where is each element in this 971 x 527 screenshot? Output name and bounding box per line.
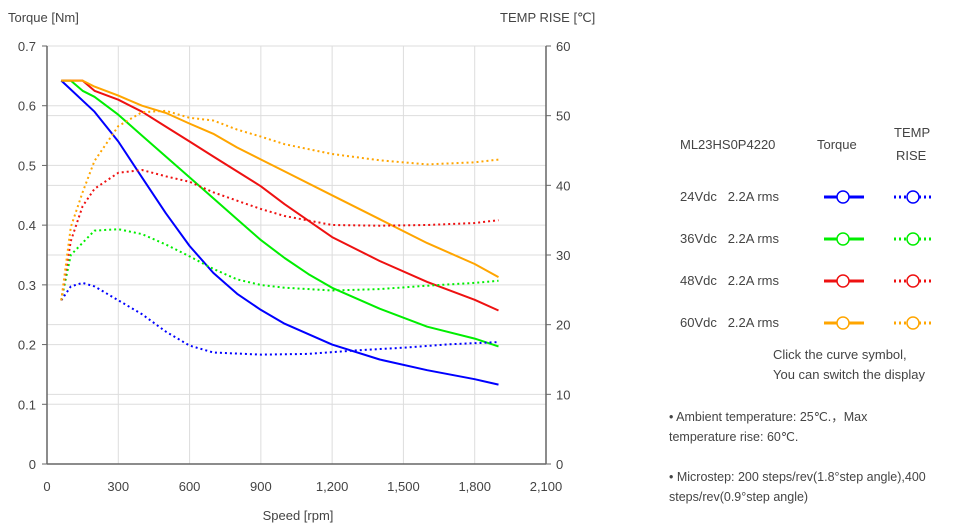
x-tick-label: 2,100 bbox=[530, 479, 563, 494]
legend-symbol-torque[interactable] bbox=[823, 229, 865, 254]
series-line-60vdc-temp-rise bbox=[60, 109, 499, 301]
legend-symbol-temp[interactable] bbox=[893, 271, 935, 296]
y2-tick-label: 0 bbox=[556, 457, 563, 472]
y-tick-label: 0.1 bbox=[18, 397, 36, 412]
y-tick-label: 0.5 bbox=[18, 158, 36, 173]
y-tick-label: 0.3 bbox=[18, 278, 36, 293]
legend-symbol-temp[interactable] bbox=[893, 187, 935, 212]
y2-tick-label: 50 bbox=[556, 109, 570, 124]
x-tick-label: 600 bbox=[179, 479, 201, 494]
series-line-24vdc-torque bbox=[60, 79, 499, 386]
y2-tick-label: 60 bbox=[556, 39, 570, 54]
legend-symbol-temp[interactable] bbox=[893, 229, 935, 254]
y2-axis-label: TEMP RISE [℃] bbox=[500, 10, 595, 25]
y2-tick-label: 30 bbox=[556, 248, 570, 263]
legend-model: ML23HS0P4220 bbox=[680, 137, 776, 152]
y2-tick-label: 40 bbox=[556, 178, 570, 193]
series-line-36vdc-temp-rise bbox=[60, 228, 499, 301]
series-line-36vdc-torque bbox=[61, 79, 499, 348]
y-tick-label: 0.7 bbox=[18, 39, 36, 54]
y-tick-label: 0.2 bbox=[18, 338, 36, 353]
legend-col-torque: Torque bbox=[817, 137, 857, 152]
x-tick-label: 0 bbox=[43, 479, 50, 494]
legend-symbol-torque[interactable] bbox=[823, 187, 865, 212]
y-tick-label: 0.6 bbox=[18, 99, 36, 114]
legend-row-label: 36Vdc 2.2A rms bbox=[680, 231, 779, 246]
legend-symbol-torque[interactable] bbox=[823, 313, 865, 338]
series-line-60vdc-torque bbox=[61, 79, 499, 278]
legend-col-rise: RISE bbox=[896, 148, 927, 163]
y2-tick-label: 20 bbox=[556, 318, 570, 333]
note-ambient: • Ambient temperature: 25℃.，Max temperat… bbox=[669, 410, 868, 444]
legend-symbol-torque[interactable] bbox=[823, 271, 865, 296]
x-tick-label: 1,800 bbox=[458, 479, 491, 494]
x-axis-label: Speed [rpm] bbox=[263, 508, 334, 523]
series-line-48vdc-torque bbox=[61, 79, 499, 312]
y2-tick-label: 10 bbox=[556, 387, 570, 402]
x-tick-label: 300 bbox=[107, 479, 129, 494]
x-tick-label: 1,500 bbox=[387, 479, 420, 494]
series-line-24vdc-temp-rise bbox=[60, 281, 499, 356]
legend-row-label: 48Vdc 2.2A rms bbox=[680, 273, 779, 288]
legend-symbol-temp[interactable] bbox=[893, 313, 935, 338]
y-tick-label: 0 bbox=[29, 457, 36, 472]
legend-hint-1: Click the curve symbol, bbox=[773, 347, 907, 362]
x-tick-label: 900 bbox=[250, 479, 272, 494]
legend-hint-2: You can switch the display bbox=[773, 367, 926, 382]
legend-row-label: 60Vdc 2.2A rms bbox=[680, 315, 779, 330]
x-tick-label: 1,200 bbox=[316, 479, 349, 494]
y-tick-label: 0.4 bbox=[18, 218, 36, 233]
y-axis-label: Torque [Nm] bbox=[8, 10, 79, 25]
legend-row-label: 24Vdc 2.2A rms bbox=[680, 189, 779, 204]
note-microstep: • Microstep: 200 steps/rev(1.8°step angl… bbox=[669, 470, 926, 504]
series-line-48vdc-temp-rise bbox=[60, 169, 499, 301]
legend-col-temp: TEMP bbox=[894, 125, 931, 140]
